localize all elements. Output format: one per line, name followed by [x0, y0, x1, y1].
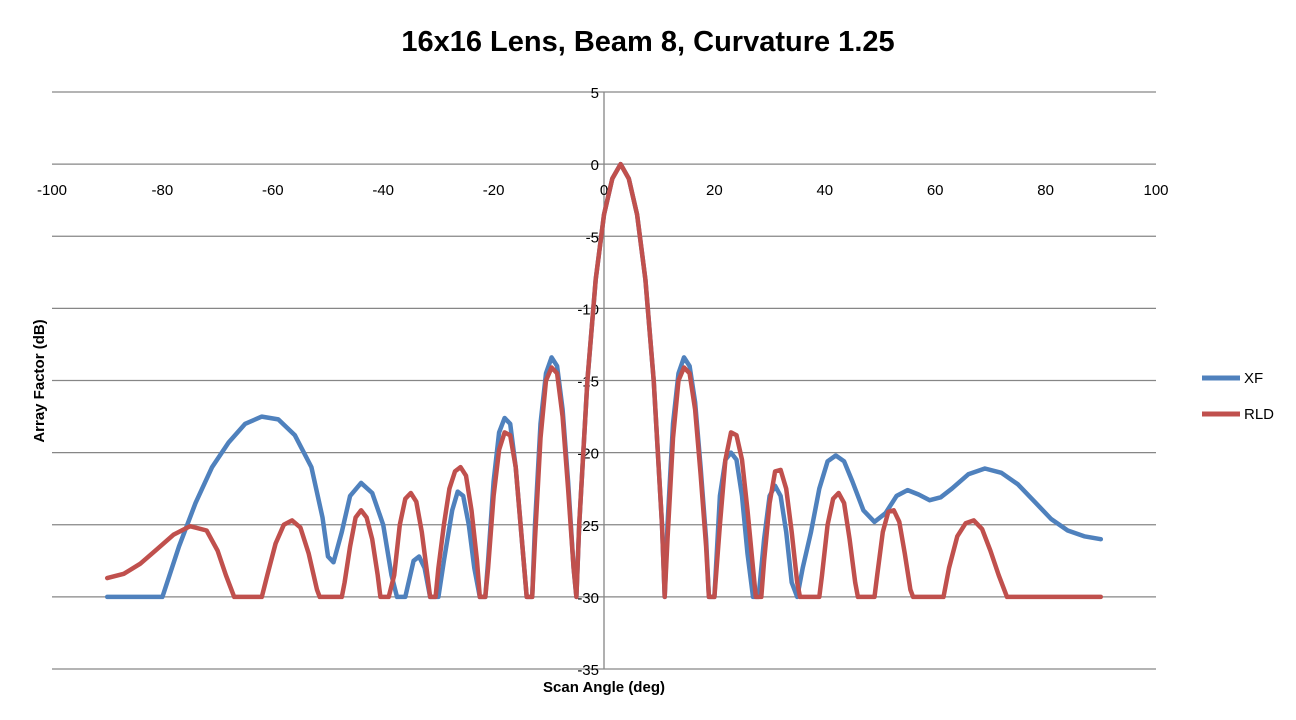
x-tick-label: -100 [37, 182, 67, 199]
y-tick-label: 0 [591, 157, 599, 174]
x-tick-label: -40 [372, 182, 394, 199]
legend-label-xf: XF [1244, 370, 1263, 387]
x-tick-label: -20 [483, 182, 505, 199]
series-line-rld [104, 161, 1104, 600]
y-tick-label: -25 [577, 518, 599, 535]
x-tick-label: -80 [152, 182, 174, 199]
x-tick-label: 60 [927, 182, 944, 199]
chart-title: 16x16 Lens, Beam 8, Curvature 1.25 [401, 26, 895, 58]
x-tick-label: -60 [262, 182, 284, 199]
x-tick-labels: -100 -80 -60 -40 -20 0 20 40 60 80 100 [37, 182, 1169, 199]
x-tick-label: 20 [706, 182, 723, 199]
legend-label-rld: RLD [1244, 406, 1274, 423]
y-tick-label: -20 [577, 446, 599, 463]
y-tick-labels: 50-5-10-15-20-25-30-35 [577, 85, 599, 679]
x-tick-label: 80 [1037, 182, 1054, 199]
x-axis-title: Scan Angle (deg) [543, 679, 665, 696]
x-tick-label: 0 [600, 182, 608, 199]
legend: XF RLD [1202, 370, 1274, 423]
series-lines [104, 161, 1104, 600]
y-tick-label: -35 [577, 662, 599, 679]
y-tick-label: -5 [586, 229, 599, 246]
y-axis-title: Array Factor (dB) [31, 319, 48, 442]
y-tick-label: -30 [577, 590, 599, 607]
y-tick-label: 5 [591, 85, 599, 102]
x-tick-label: 40 [816, 182, 833, 199]
x-tick-label: 100 [1143, 182, 1168, 199]
